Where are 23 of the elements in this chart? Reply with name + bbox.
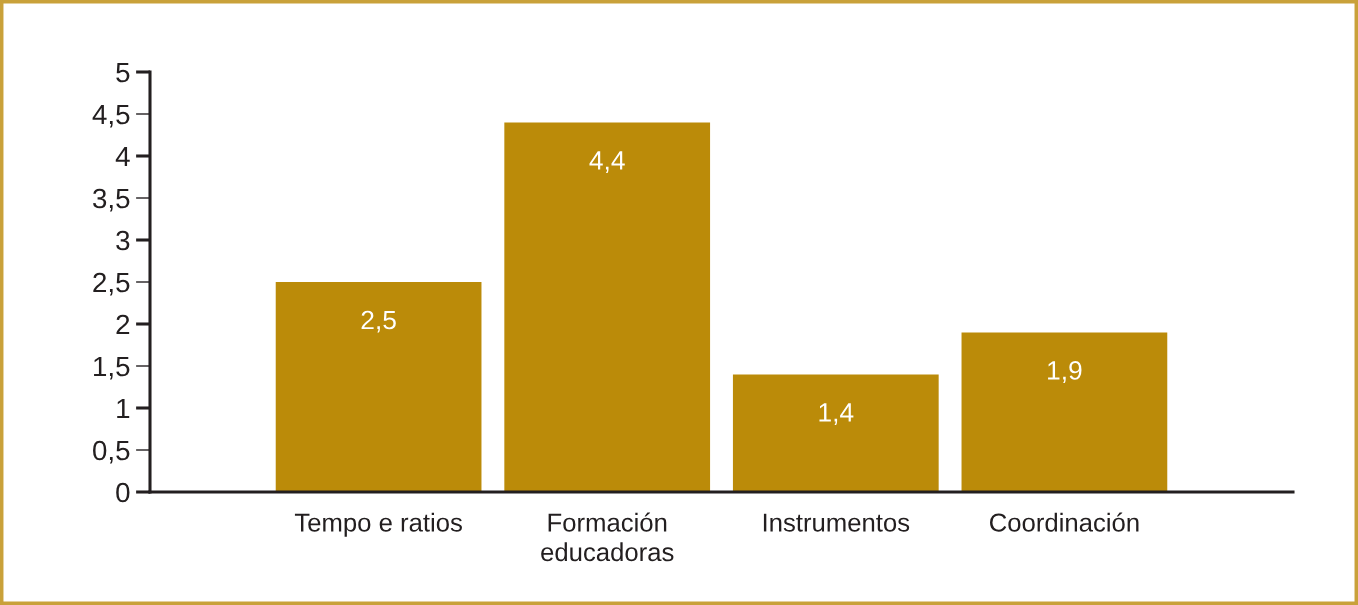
x-tick-label: Formación educadoras [541, 512, 674, 562]
y-tick-label: 4 [115, 146, 130, 167]
y-tick-label: 4,5 [92, 104, 130, 128]
data-label: 2,5 [361, 310, 396, 333]
data-label: 4,4 [589, 151, 625, 173]
bar [732, 374, 939, 492]
data-label: 1,9 [1048, 361, 1082, 383]
y-tick-label: 3 [116, 230, 130, 251]
y-tick-label: 0,5 [93, 440, 130, 464]
y-tick-label: 2,5 [93, 272, 130, 296]
x-tick-label: Coordinación [990, 512, 1139, 532]
y-tick-label: 1 [117, 398, 130, 419]
x-tick-label: Tempo e ratios [294, 512, 462, 537]
bar [504, 122, 711, 492]
y-tick-label: 2 [116, 314, 130, 335]
bar [275, 282, 482, 492]
y-tick-label: 5 [116, 62, 130, 83]
bar [961, 332, 1168, 492]
x-tick-label: Instrumentos [763, 513, 910, 532]
y-tick-label: 3,5 [93, 188, 130, 212]
y-tick-label: 1,5 [94, 356, 130, 380]
y-tick-label: 0 [116, 482, 130, 503]
data-label: 1,4 [819, 403, 854, 425]
